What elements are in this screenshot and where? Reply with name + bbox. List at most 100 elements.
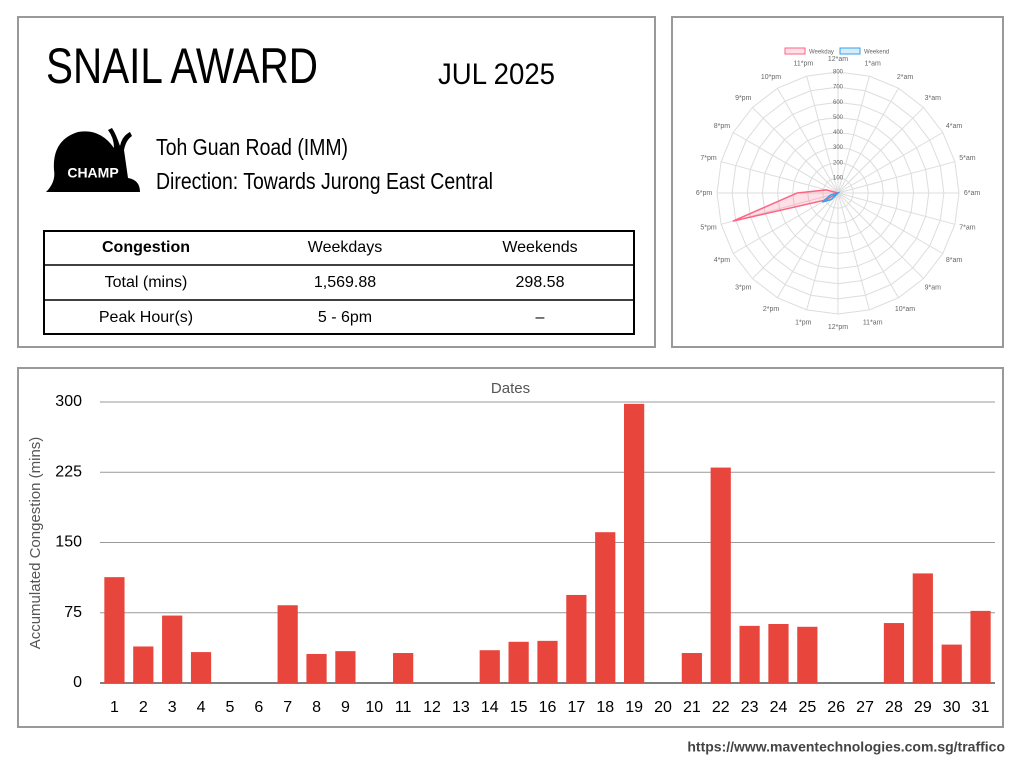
radar-tick-label: 100: [833, 175, 844, 181]
radar-axis-label: 10*am: [895, 306, 915, 313]
x-tick-label: 19: [625, 699, 643, 716]
x-tick-label: 4: [197, 699, 206, 716]
radar-axis-label: 11*am: [863, 319, 883, 326]
radar-spoke: [837, 87, 899, 194]
radar-spoke: [806, 192, 839, 311]
bar: [710, 467, 731, 683]
legend-label: Weekend: [864, 50, 889, 56]
x-tick-label: 12: [423, 699, 441, 716]
y-tick-label: 75: [64, 604, 82, 621]
bar: [133, 646, 154, 683]
x-tick-label: 1: [110, 699, 119, 716]
x-tick-label: 30: [943, 699, 961, 716]
radar-tick-label: 400: [833, 130, 844, 136]
bar: [162, 615, 183, 683]
x-tick-label: 16: [539, 699, 557, 716]
period: JUL 2025: [438, 58, 555, 91]
bar: [739, 625, 760, 683]
radar-spoke: [837, 107, 924, 194]
radar-axis-label: 12*am: [828, 56, 848, 63]
bar: [595, 532, 616, 683]
radar-axis-label: 5*pm: [700, 225, 717, 232]
x-tick-label: 15: [510, 699, 528, 716]
bar: [537, 640, 558, 683]
radar-spoke: [837, 192, 956, 225]
radar-axis-label: 6*pm: [696, 190, 713, 197]
radar-spoke: [837, 192, 944, 254]
direction: Direction: Towards Jurong East Central: [156, 168, 493, 194]
table-cell: 5 - 6pm: [318, 309, 372, 326]
bar: [566, 594, 587, 683]
radar-tick-label: 700: [833, 85, 844, 91]
radar-spoke: [732, 192, 839, 254]
bar: [508, 641, 529, 683]
radar-axis-label: 2*pm: [763, 306, 780, 313]
radar-axis-label: 7*am: [959, 225, 976, 232]
radar-tick-label: 300: [833, 145, 844, 151]
x-tick-label: 22: [712, 699, 730, 716]
radar-spoke: [752, 107, 839, 194]
table-header-cell: Weekdays: [308, 239, 382, 256]
bar: [104, 577, 125, 683]
x-tick-label: 3: [168, 699, 177, 716]
radar-axis-label: 1*pm: [795, 319, 812, 326]
road: Toh Guan Road (IMM): [156, 134, 348, 160]
table-header-cell: Weekends: [502, 239, 577, 256]
radar-spoke: [806, 75, 839, 194]
radar-axis-label: 8*pm: [714, 123, 731, 130]
bar: [190, 652, 212, 683]
x-tick-label: 23: [741, 699, 759, 716]
x-tick-label: 9: [341, 699, 350, 716]
radar-axis-label: 9*am: [925, 285, 942, 292]
radar-spoke: [777, 192, 839, 299]
x-tick-label: 25: [798, 699, 816, 716]
bar: [970, 610, 991, 683]
bar: [624, 403, 645, 683]
radar-spoke: [752, 192, 839, 279]
radar-axis-label: 3*pm: [735, 285, 752, 292]
x-tick-label: 31: [972, 699, 990, 716]
radar-series: [821, 191, 841, 203]
x-tick-label: 26: [827, 699, 845, 716]
x-tick-label: 29: [914, 699, 932, 716]
table-cell: 298.58: [516, 274, 565, 291]
radar-spoke: [837, 161, 956, 194]
radar-tick-label: 500: [833, 115, 844, 121]
radar-axis-label: 4*pm: [714, 257, 731, 264]
x-tick-label: 13: [452, 699, 470, 716]
radar-axis-label: 2*am: [897, 74, 914, 81]
y-axis-title: Accumulated Congestion (mins): [27, 437, 44, 650]
badge: CHAMP: [67, 165, 118, 181]
y-tick-label: 225: [55, 463, 82, 480]
x-tick-label: 24: [770, 699, 788, 716]
x-tick-label: 11: [395, 699, 412, 716]
radar-spoke: [720, 161, 839, 194]
radar-spoke: [837, 192, 899, 299]
radar-axis-label: 10*pm: [761, 74, 781, 81]
table-header-cell: Congestion: [102, 239, 190, 256]
congestion-table: [43, 230, 635, 335]
radar-axis-label: 3*am: [925, 95, 942, 102]
bar: [393, 653, 414, 683]
bar: [277, 605, 298, 683]
radar-spoke: [732, 132, 839, 194]
radar-axis-label: 11*pm: [793, 60, 813, 67]
radar-spoke: [777, 87, 839, 194]
table-cell: –: [536, 309, 545, 326]
bar: [912, 573, 933, 683]
radar-axis-label: 8*am: [946, 257, 963, 264]
radar-axis-label: 4*am: [946, 123, 963, 130]
radar-axis-label: 1*am: [865, 60, 882, 67]
x-tick-label: 10: [365, 699, 383, 716]
x-axis-title: Dates: [491, 380, 530, 397]
footer-url[interactable]: https://www.maventechnologies.com.sg/tra…: [687, 739, 1005, 755]
x-tick-label: 27: [856, 699, 874, 716]
radar-axis-label: 7*pm: [700, 155, 717, 162]
snail-icon: CHAMP: [46, 128, 140, 192]
x-tick-label: 2: [139, 699, 148, 716]
bar: [941, 644, 962, 683]
radar-tick-label: 200: [833, 160, 844, 166]
legend-swatch: [839, 47, 861, 55]
x-tick-label: 6: [254, 699, 263, 716]
